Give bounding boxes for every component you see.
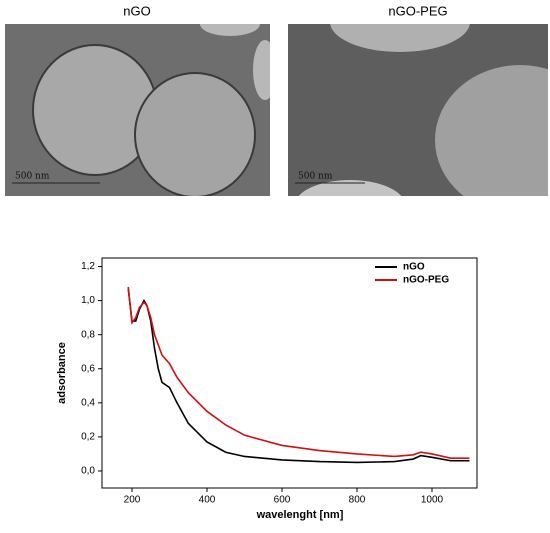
y-axis-label: adsorbance (56, 342, 68, 404)
tem-image: 500 nm (5, 24, 270, 196)
image-label: nGO-PEG (388, 3, 447, 18)
y-tick-label: 0,2 (81, 432, 95, 443)
x-axis-label: wavelenght [nm] (256, 509, 344, 521)
legend-label: nGO (403, 262, 425, 273)
x-tick-label: 600 (274, 495, 291, 506)
y-tick-label: 1,2 (81, 261, 95, 272)
y-tick-label: 0,6 (81, 363, 95, 374)
x-tick-label: 400 (199, 495, 216, 506)
y-tick-label: 1,0 (81, 295, 95, 306)
scale-bar-label: 500 nm (298, 172, 333, 182)
data-line (127, 286, 470, 459)
y-tick-label: 0,4 (81, 397, 95, 408)
legend-label: nGO-PEG (403, 275, 449, 286)
tem-image: 500 nm (288, 24, 548, 196)
scale-bar-label: 500 nm (15, 172, 50, 182)
y-tick-label: 0,0 (81, 466, 95, 477)
data-line (127, 288, 470, 464)
plot-frame (101, 257, 478, 489)
x-tick-label: 200 (124, 495, 141, 506)
x-tick-label: 800 (349, 495, 366, 506)
y-tick-label: 0,8 (81, 329, 95, 340)
x-tick-label: 1000 (421, 495, 444, 506)
image-label: nGO (123, 3, 150, 18)
